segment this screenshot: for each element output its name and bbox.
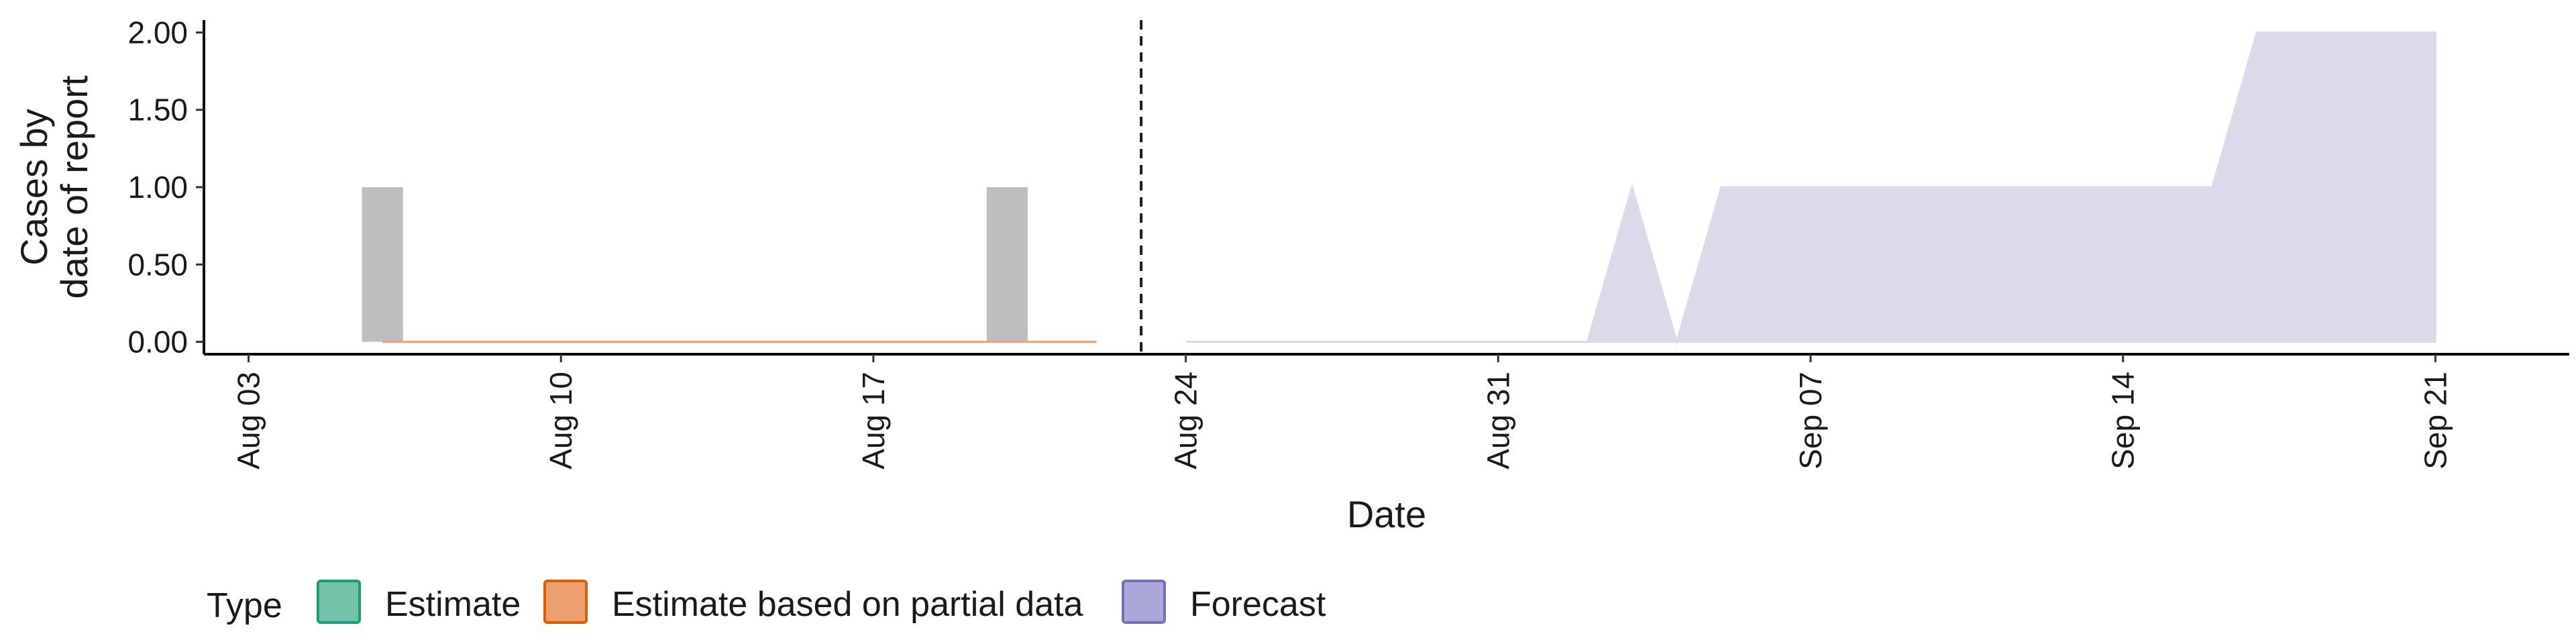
y-axis-title-line: Cases by bbox=[13, 109, 55, 265]
x-tick-label: Aug 10 bbox=[543, 372, 578, 470]
x-tick-label: Sep 21 bbox=[2418, 372, 2453, 470]
legend-item-label: Forecast bbox=[1190, 585, 1326, 624]
y-axis-title-line: date of report bbox=[53, 75, 95, 299]
y-tick-label: 0.00 bbox=[127, 325, 188, 360]
legend-key bbox=[317, 580, 361, 624]
x-tick-label: Sep 14 bbox=[2106, 372, 2141, 470]
x-tick-label: Aug 03 bbox=[231, 372, 266, 470]
y-tick-label: 2.00 bbox=[127, 15, 188, 50]
legend-item-label: Estimate based on partial data bbox=[612, 585, 1083, 624]
reported-case-bar bbox=[986, 187, 1028, 342]
x-tick-label: Aug 24 bbox=[1169, 372, 1203, 470]
legend-key bbox=[543, 580, 588, 624]
y-tick-label: 1.00 bbox=[127, 170, 188, 205]
reported-cases-bars bbox=[362, 187, 1028, 342]
legend-item-label: Estimate bbox=[385, 585, 521, 624]
x-tick-label: Aug 31 bbox=[1481, 372, 1515, 470]
series-area-forecast bbox=[1185, 31, 2436, 345]
legend: Type Estimate Estimate based on partial da… bbox=[207, 580, 1326, 625]
series-areas bbox=[382, 31, 2436, 345]
legend-key bbox=[1122, 580, 1166, 624]
y-tick-label: 0.50 bbox=[127, 247, 188, 282]
reported-case-bar bbox=[362, 187, 403, 342]
x-tick-label: Sep 07 bbox=[1793, 372, 1828, 470]
legend-title: Type bbox=[207, 586, 282, 625]
y-tick-label: 1.50 bbox=[127, 93, 188, 127]
x-tick-label: Aug 17 bbox=[856, 372, 891, 470]
axes: 0.00 0.50 1.00 1.50 2.00 Aug 03 Aug 10 Aug 17 Au… bbox=[127, 15, 2569, 470]
x-axis-title: Date bbox=[1347, 493, 1426, 535]
